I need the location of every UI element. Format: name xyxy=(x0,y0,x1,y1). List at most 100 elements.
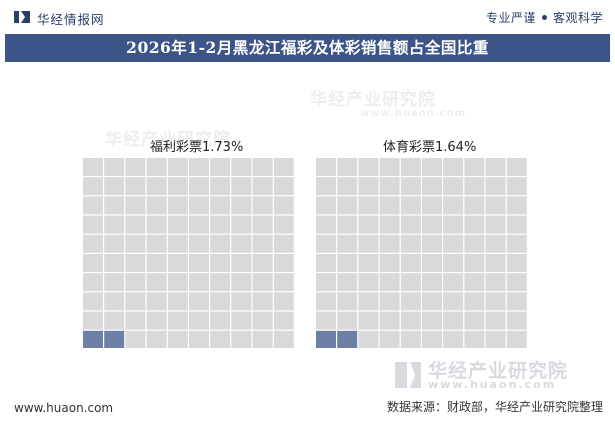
waffle-cell xyxy=(443,215,464,234)
waffle-cell xyxy=(400,215,421,234)
waffle-cell xyxy=(400,196,421,215)
waffle-cell xyxy=(104,177,125,196)
waffle-cell xyxy=(337,196,358,215)
waffle-cell xyxy=(125,254,146,272)
waffle-cell xyxy=(167,273,188,292)
waffle-cell xyxy=(443,234,464,253)
waffle-cell xyxy=(167,292,188,311)
waffle-svg-sports xyxy=(316,158,527,348)
waffle-cell xyxy=(210,292,231,311)
waffle-cell xyxy=(337,311,358,330)
waffle-cell xyxy=(358,158,379,176)
waffle-cell xyxy=(485,254,506,272)
waffle-cell xyxy=(189,158,209,176)
waffle-cell xyxy=(189,177,209,196)
waffle-cell xyxy=(210,273,231,292)
waffle-cell xyxy=(379,330,400,348)
waffle-cell xyxy=(358,215,379,234)
waffle-cell xyxy=(464,254,485,272)
brand-watermark: 华经产业研究院 xyxy=(428,360,569,382)
chart-title: 2026年1-2月黑龙江福彩及体彩销售额占全国比重 xyxy=(5,34,610,62)
waffle-cell xyxy=(146,311,167,330)
panel-label-welfare: 福利彩票1.73% xyxy=(150,140,244,155)
waffle-cell xyxy=(400,292,421,311)
waffle-cell xyxy=(125,196,146,215)
waffle-cell xyxy=(443,158,464,176)
waffle-cell xyxy=(167,177,188,196)
waffle-cell xyxy=(231,215,252,234)
waffle-cell xyxy=(252,311,273,330)
waffle-cell xyxy=(167,254,188,272)
waffle-cell xyxy=(506,311,527,330)
waffle-cell xyxy=(83,273,103,292)
waffle-cell xyxy=(422,158,442,176)
waffle-cell xyxy=(422,254,442,272)
waffle-cell xyxy=(379,158,400,176)
waffle-cell xyxy=(358,234,379,253)
waffle-cell xyxy=(273,196,294,215)
waffle-cell xyxy=(316,292,336,311)
waffle-cell xyxy=(485,292,506,311)
waffle-cell xyxy=(146,292,167,311)
waffle-cell xyxy=(316,177,336,196)
waffle-cell xyxy=(485,177,506,196)
tagline: 专业严谨 客观科学 xyxy=(486,9,603,26)
waffle-cell xyxy=(443,292,464,311)
waffle-cell xyxy=(189,234,209,253)
waffle-cell-filled xyxy=(316,330,336,348)
waffle-cell xyxy=(422,234,442,253)
waffle-cell xyxy=(146,215,167,234)
waffle-cell xyxy=(210,158,231,176)
waffle-cell xyxy=(358,273,379,292)
waffle-cell xyxy=(400,234,421,253)
waffle-cell-filled xyxy=(337,330,358,348)
waffle-cell xyxy=(273,158,294,176)
waffle-cell xyxy=(231,273,252,292)
waffle-cell xyxy=(316,196,336,215)
waffle-cell xyxy=(189,215,209,234)
brand-watermark-icon xyxy=(395,362,421,388)
waffle-cell xyxy=(167,234,188,253)
waffle-cell xyxy=(400,158,421,176)
waffle-cell xyxy=(125,311,146,330)
waffle-cell xyxy=(83,177,103,196)
tagline-a: 专业严谨 xyxy=(485,11,536,25)
waffle-cell xyxy=(167,196,188,215)
waffle-cell xyxy=(104,273,125,292)
waffle-cell xyxy=(231,330,252,348)
waffle-cell xyxy=(485,273,506,292)
waffle-cell xyxy=(125,292,146,311)
waffle-chart-sports xyxy=(316,158,528,348)
waffle-cell xyxy=(210,177,231,196)
footer-source: 数据来源：财政部，华经产业研究院整理 xyxy=(386,400,603,414)
waffle-cell xyxy=(83,311,103,330)
footer-website: www.huaon.com xyxy=(14,401,114,415)
waffle-cell xyxy=(422,177,442,196)
waffle-cell xyxy=(125,234,146,253)
waffle-cell xyxy=(167,330,188,348)
waffle-cell xyxy=(358,196,379,215)
waffle-cell xyxy=(506,234,527,253)
waffle-cell xyxy=(443,311,464,330)
waffle-cell xyxy=(400,177,421,196)
waffle-cell xyxy=(104,292,125,311)
waffle-cell xyxy=(104,234,125,253)
waffle-cell xyxy=(400,311,421,330)
waffle-cell xyxy=(464,234,485,253)
waffle-cell xyxy=(273,330,294,348)
waffle-cell xyxy=(252,330,273,348)
waffle-cell xyxy=(464,158,485,176)
waffle-cell xyxy=(83,234,103,253)
waffle-cell xyxy=(358,292,379,311)
waffle-cell xyxy=(83,254,103,272)
waffle-cell xyxy=(506,330,527,348)
waffle-cell xyxy=(146,234,167,253)
waffle-cell xyxy=(231,234,252,253)
waffle-cell xyxy=(506,273,527,292)
waffle-cell xyxy=(252,158,273,176)
waffle-cell xyxy=(273,273,294,292)
waffle-cell xyxy=(337,158,358,176)
tagline-dot xyxy=(541,15,547,20)
waffle-cell xyxy=(252,196,273,215)
waffle-cell xyxy=(379,234,400,253)
